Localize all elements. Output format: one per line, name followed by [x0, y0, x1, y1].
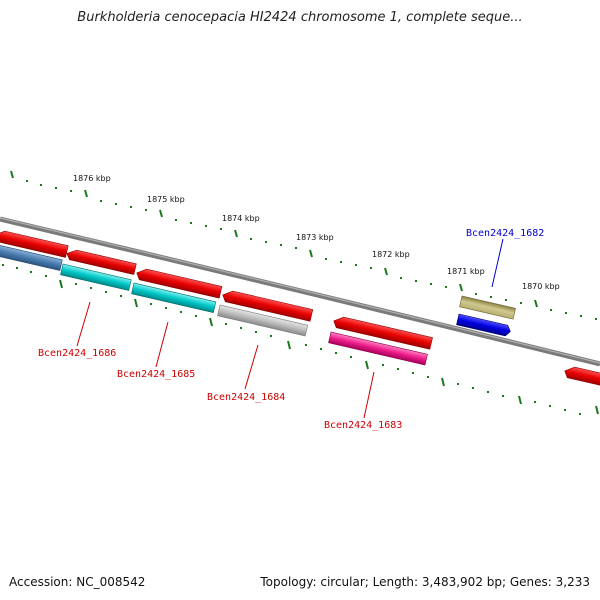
scale-label-1871: 1871 kbp [447, 267, 485, 276]
gene-bar-cyan-1686[interactable] [60, 263, 132, 291]
gene-bar-cyan-1685[interactable] [131, 282, 217, 313]
lower-scale-ticks [2, 264, 599, 415]
leader-line-1684 [244, 344, 259, 390]
gene-label-1682[interactable]: Bcen2424_1682 [466, 228, 544, 239]
genome-summary-text: Topology: circular; Length: 3,483,902 bp… [260, 575, 590, 589]
gene-label-1683[interactable]: Bcen2424_1683 [324, 420, 402, 431]
gene-arrow-red-1[interactable] [0, 229, 69, 258]
gene-bar-magenta-1683[interactable] [328, 331, 428, 366]
gene-arrow-red-3[interactable] [135, 267, 223, 299]
gene-arrow-red-6[interactable] [563, 365, 600, 388]
scale-label-1870: 1870 kbp [522, 282, 560, 291]
leader-line-1686 [76, 301, 91, 347]
map-title: Burkholderia cenocepacia HI2424 chromoso… [77, 10, 523, 25]
scale-label-1876: 1876 kbp [73, 174, 111, 183]
gene-label-1686[interactable]: Bcen2424_1686 [38, 348, 116, 359]
gene-bar-olive[interactable] [459, 295, 516, 320]
scale-label-1873: 1873 kbp [296, 233, 334, 242]
genome-backbone [0, 216, 600, 367]
gene-label-1684[interactable]: Bcen2424_1684 [207, 392, 285, 403]
scale-label-1875: 1875 kbp [147, 195, 185, 204]
gene-arrow-red-5[interactable] [332, 315, 433, 350]
leader-line-1682 [491, 238, 504, 288]
gene-arrow-red-2[interactable] [66, 248, 137, 275]
leader-line-1683 [363, 371, 375, 419]
gene-arrow-blue-1682[interactable] [456, 313, 512, 337]
leader-line-1685 [155, 321, 169, 368]
gene-arrow-red-4[interactable] [221, 289, 314, 322]
scale-label-1872: 1872 kbp [372, 250, 410, 259]
accession-text: Accession: NC_008542 [9, 575, 146, 589]
genome-backbone-highlight [0, 217, 600, 364]
upper-scale-ticks [10, 170, 597, 320]
gene-bar-steel[interactable] [0, 244, 63, 271]
gene-bar-gray-1684[interactable] [217, 304, 309, 337]
gene-label-1685[interactable]: Bcen2424_1685 [117, 369, 195, 380]
scale-label-1874: 1874 kbp [222, 214, 260, 223]
